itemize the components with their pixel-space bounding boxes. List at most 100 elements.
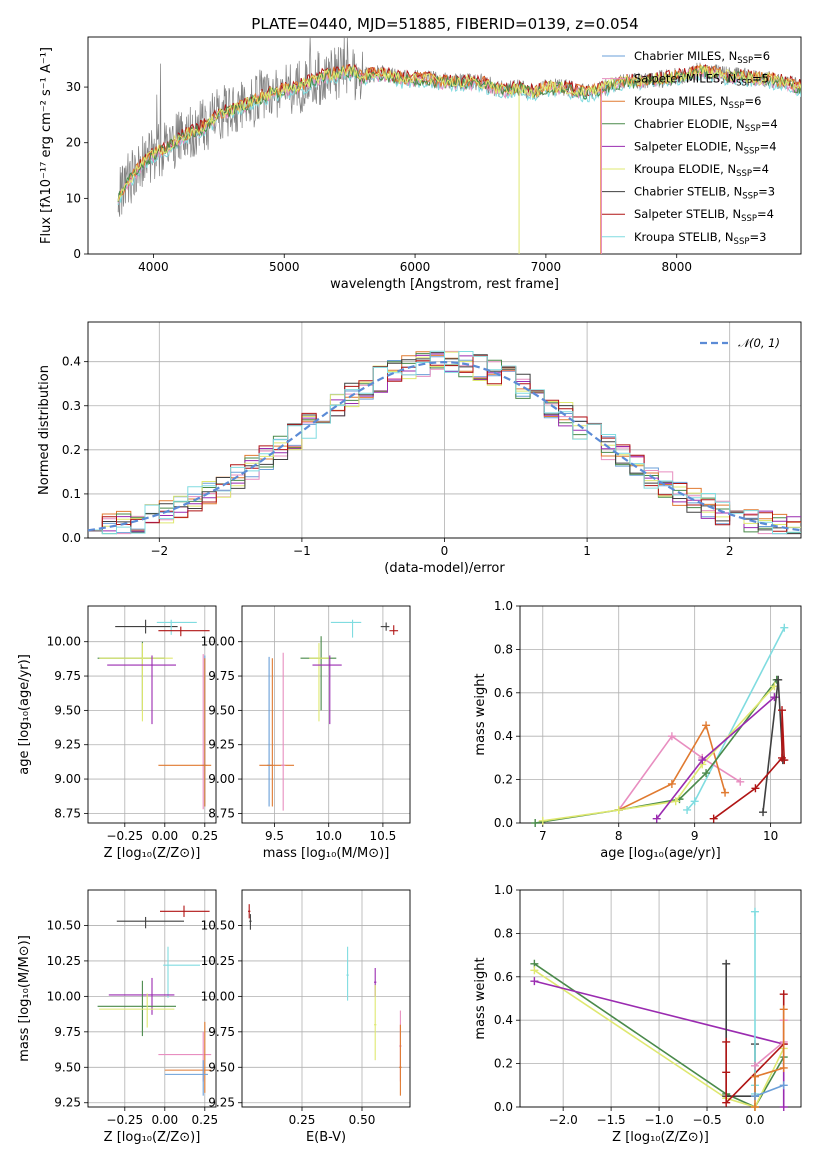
axes-frame bbox=[241, 889, 411, 1108]
marker-salpeter-elodie bbox=[698, 756, 707, 765]
y-tick-label: 30 bbox=[66, 80, 81, 94]
marker-kroupa-elodie bbox=[530, 966, 539, 975]
y-tick-label: 20 bbox=[66, 136, 81, 150]
y-tick-label: 9.75 bbox=[208, 669, 235, 683]
marker-salpeter-stelib bbox=[751, 784, 760, 793]
normal-curve bbox=[87, 360, 802, 532]
legend-label: Chabrier ELODIE, NSSP=4 bbox=[634, 117, 778, 134]
y-tick-label: 10.00 bbox=[47, 635, 81, 649]
line-kroupa-miles bbox=[618, 723, 726, 811]
histogram-salpeter-miles bbox=[88, 350, 801, 535]
y-tick-label: 1.0 bbox=[494, 599, 513, 613]
legend-label: Kroupa STELIB, NSSP=3 bbox=[634, 230, 766, 247]
x-tick-label: 1 bbox=[583, 544, 591, 558]
marker-salpeter-stelib bbox=[722, 1098, 731, 1107]
axes-age-vs-mass: 9.5 10.0 10.5 8.75 9.00 9.25 9.50 9.75 10.00 mass… bbox=[201, 605, 411, 861]
x-tick-label: 10 bbox=[763, 829, 778, 843]
x-tick-label: 9.5 bbox=[265, 829, 284, 843]
marker-salpeter-elodie bbox=[779, 1103, 788, 1111]
y-tick-label: 1.0 bbox=[494, 883, 513, 897]
y-tick-label: 10.50 bbox=[47, 918, 81, 932]
y-tick-label: 9.25 bbox=[208, 738, 235, 752]
y-tick-label: 0.0 bbox=[494, 816, 513, 830]
y-axis-label: mass weight bbox=[473, 673, 488, 755]
x-tick-label: 10.0 bbox=[315, 829, 342, 843]
marker-chabrier-elodie bbox=[531, 819, 540, 827]
x-tick-label: −2 bbox=[150, 544, 168, 558]
y-tick-label: 0 bbox=[73, 247, 81, 261]
y-tick-label: 0.4 bbox=[62, 355, 81, 369]
marker-salpeter-stelib bbox=[778, 706, 787, 715]
x-tick-label: 6000 bbox=[400, 260, 431, 274]
marker-kroupa-miles bbox=[779, 1005, 788, 1014]
marker-salpeter-elodie bbox=[530, 977, 539, 986]
x-tick-label: 2 bbox=[726, 544, 734, 558]
x-tick-label: 8000 bbox=[661, 260, 692, 274]
y-tick-label: 0.0 bbox=[62, 531, 81, 545]
y-tick-label: 10.00 bbox=[201, 635, 235, 649]
y-tick-label: 9.25 bbox=[54, 738, 81, 752]
marker-chabrier-elodie bbox=[702, 769, 711, 778]
x-tick-label: 5000 bbox=[269, 260, 300, 274]
x-axis-label: wavelength [Angstrom, rest frame] bbox=[330, 277, 559, 292]
marker-salpeter-stelib bbox=[722, 1037, 731, 1046]
y-tick-label: 10.00 bbox=[47, 989, 81, 1003]
y-tick-label: 0.3 bbox=[62, 399, 81, 413]
line-chabrier-miles bbox=[754, 1084, 784, 1097]
x-tick-label: −1 bbox=[293, 544, 311, 558]
y-tick-label: 9.75 bbox=[208, 1025, 235, 1039]
marker-kroupa-miles bbox=[750, 1072, 759, 1081]
marker-kroupa-stelib bbox=[780, 623, 789, 632]
y-axis-label: age [log₁₀(age/yr)] bbox=[17, 654, 32, 775]
marker-kroupa-elodie bbox=[614, 805, 623, 814]
y-tick-label: 9.75 bbox=[54, 669, 81, 683]
axes-residual-histogram: −2 −1 0 1 2 0.0 0.1 0.2 0.3 0.4 𝒩(0, 1) (data-model… bbox=[37, 321, 802, 576]
y-tick-label: 0.0 bbox=[494, 1100, 513, 1114]
x-axis-label: Z [log₁₀(Z/Z⊙)] bbox=[104, 846, 201, 861]
x-tick-label: 7000 bbox=[531, 260, 562, 274]
x-tick-label: −2.0 bbox=[549, 1113, 578, 1127]
axes-frame bbox=[87, 36, 802, 255]
x-tick-label: 8 bbox=[615, 829, 623, 843]
x-tick-label: −0.25 bbox=[106, 829, 143, 843]
legend-label: Salpeter ELODIE, NSSP=4 bbox=[634, 139, 777, 156]
legend-label: Salpeter MILES, NSSP=5 bbox=[634, 72, 769, 89]
y-tick-label: 8.75 bbox=[208, 806, 235, 820]
y-tick-label: 0.8 bbox=[494, 926, 513, 940]
marker-kroupa-stelib bbox=[690, 797, 699, 806]
x-axis-label: Z [log₁₀(Z/Z⊙)] bbox=[612, 1130, 709, 1145]
axes-mass-vs-Z: −0.25 0.00 0.25 9.25 9.50 9.75 10.00 10.25 10.50… bbox=[17, 889, 218, 1145]
legend-label: Kroupa MILES, NSSP=6 bbox=[634, 94, 761, 111]
legend-label: Kroupa ELODIE, NSSP=4 bbox=[634, 162, 769, 179]
marker-salpeter-miles bbox=[736, 777, 745, 786]
marker-kroupa-miles bbox=[750, 1103, 759, 1111]
x-tick-label: 0.25 bbox=[191, 829, 218, 843]
marker-chabrier-miles bbox=[750, 1092, 759, 1101]
marker-kroupa-stelib bbox=[750, 907, 759, 916]
x-tick-label: 10.5 bbox=[370, 829, 397, 843]
y-tick-label: 9.50 bbox=[208, 1060, 235, 1074]
y-tick-label: 0.1 bbox=[62, 487, 81, 501]
y-tick-label: 0.2 bbox=[494, 1057, 513, 1071]
marker-chabrier-miles bbox=[779, 1081, 788, 1090]
y-tick-label: 0.2 bbox=[494, 773, 513, 787]
spectrum-legend: Chabrier MILES, NSSP=6 Salpeter MILES, NS… bbox=[602, 49, 778, 247]
axes-mass-vs-EBV: 0.25 0.50 9.25 9.50 9.75 10.00 10.25 10.50 E(B-V… bbox=[201, 889, 411, 1145]
weight-lines bbox=[531, 623, 789, 827]
errorbar-points bbox=[259, 619, 399, 811]
y-tick-label: 0.8 bbox=[494, 642, 513, 656]
x-tick-label: 0.00 bbox=[151, 829, 178, 843]
model-line-kroupa-elodie bbox=[117, 64, 801, 202]
x-tick-label: 0.00 bbox=[151, 1113, 178, 1127]
y-axis-label: Normed distribution bbox=[37, 365, 52, 495]
x-tick-label: −0.25 bbox=[106, 1113, 143, 1127]
marker-kroupa-miles bbox=[721, 788, 730, 797]
marker-chabrier-stelib bbox=[774, 675, 783, 684]
axes-mass-weight-vs-Z: −2.0 −1.5 −1.0 −0.5 0.0 0.0 0.2 0.4 0.6 0.8 1.0 Z [… bbox=[473, 883, 802, 1145]
x-tick-label: −0.5 bbox=[692, 1113, 721, 1127]
y-tick-label: 9.50 bbox=[54, 703, 81, 717]
marker-chabrier-stelib bbox=[722, 959, 731, 968]
y-tick-label: 0.2 bbox=[62, 443, 81, 457]
x-tick-label: 0.25 bbox=[289, 1113, 316, 1127]
legend-label: Chabrier MILES, NSSP=6 bbox=[634, 49, 770, 66]
